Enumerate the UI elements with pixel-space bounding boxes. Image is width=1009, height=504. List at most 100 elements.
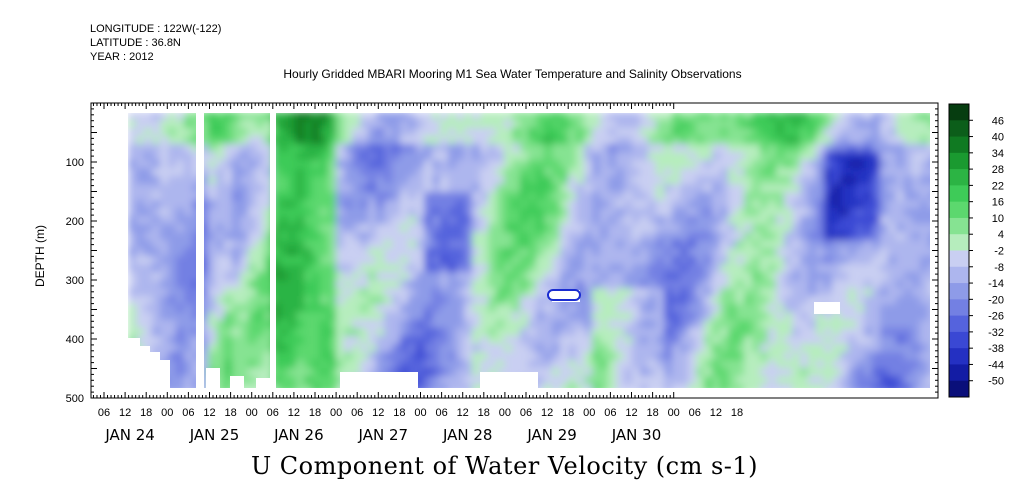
heatmap-cell (848, 136, 857, 145)
heatmap-cell (160, 224, 169, 233)
heatmap-cell (552, 200, 561, 209)
heatmap-cell (896, 176, 905, 185)
heatmap-cell (792, 320, 801, 329)
heatmap-cell (528, 136, 537, 145)
heatmap-cell (448, 264, 457, 273)
heatmap-cell (752, 280, 761, 289)
heatmap-cell (536, 288, 545, 297)
heatmap-cell (672, 184, 681, 193)
heatmap-cell (528, 320, 537, 329)
heatmap-cell (848, 112, 857, 121)
heatmap-cell (304, 240, 313, 249)
heatmap-cell (728, 248, 737, 257)
heatmap-cell (816, 352, 825, 361)
heatmap-cell (160, 144, 169, 153)
heatmap-cell (624, 208, 633, 217)
heatmap-cell (768, 168, 777, 177)
heatmap-cell (544, 176, 553, 185)
heatmap-cell (632, 368, 641, 377)
heatmap-cell (320, 376, 329, 385)
heatmap-cell (600, 304, 609, 313)
heatmap-cell (736, 360, 745, 369)
heatmap-cell (216, 200, 225, 209)
heatmap-cell (328, 304, 337, 313)
heatmap-cell (136, 304, 145, 313)
heatmap-cell (152, 176, 161, 185)
heatmap-cell (880, 336, 889, 345)
heatmap-cell (424, 200, 433, 209)
heatmap-cell (680, 200, 689, 209)
heatmap-cell (256, 224, 265, 233)
colorbar-swatch (949, 234, 969, 251)
heatmap-cell (856, 200, 865, 209)
heatmap-cell (504, 120, 513, 129)
heatmap-cell (848, 224, 857, 233)
heatmap-cell (168, 120, 177, 129)
heatmap-cell (800, 224, 809, 233)
heatmap-cell (288, 360, 297, 369)
heatmap-cell (888, 368, 897, 377)
heatmap-cell (264, 288, 273, 297)
heatmap-cell (856, 320, 865, 329)
heatmap-cell (680, 128, 689, 137)
heatmap-cell (384, 272, 393, 281)
heatmap-cell (840, 272, 849, 281)
heatmap-cell (584, 344, 593, 353)
heatmap-cell (248, 192, 257, 201)
heatmap-cell (552, 256, 561, 265)
heatmap-cell (448, 288, 457, 297)
heatmap-cell (528, 360, 537, 369)
heatmap-cell (680, 280, 689, 289)
heatmap-cell (376, 176, 385, 185)
heatmap-cell (696, 200, 705, 209)
heatmap-cell (816, 128, 825, 137)
heatmap-cell (264, 336, 273, 345)
heatmap-cell (272, 176, 281, 185)
heatmap-cell (320, 120, 329, 129)
heatmap-cell (232, 168, 241, 177)
heatmap-cell (448, 328, 457, 337)
heatmap-cell (624, 192, 633, 201)
heatmap-cell (272, 184, 281, 193)
heatmap-cell (624, 200, 633, 209)
heatmap-cell (600, 328, 609, 337)
heatmap-cell (216, 160, 225, 169)
heatmap-cell (384, 256, 393, 265)
x-hour-tick-label: 12 (457, 407, 469, 419)
heatmap-cell (896, 136, 905, 145)
heatmap-cell (288, 120, 297, 129)
heatmap-cell (920, 168, 929, 177)
heatmap-cell (352, 136, 361, 145)
heatmap-cell (168, 152, 177, 161)
data-gap (256, 378, 270, 388)
heatmap-cell (584, 272, 593, 281)
heatmap-cell (496, 136, 505, 145)
heatmap-cell (560, 168, 569, 177)
heatmap-cell (400, 296, 409, 305)
heatmap-cell (416, 368, 425, 377)
heatmap-cell (880, 304, 889, 313)
heatmap-cell (552, 192, 561, 201)
heatmap-cell (280, 232, 289, 241)
heatmap-cell (576, 152, 585, 161)
heatmap-cell (208, 312, 217, 321)
heatmap-cell (184, 296, 193, 305)
heatmap-cell (128, 296, 137, 305)
heatmap-cell (360, 232, 369, 241)
heatmap-cell (504, 296, 513, 305)
heatmap-cell (704, 184, 713, 193)
heatmap-cell (440, 288, 449, 297)
heatmap-cell (856, 208, 865, 217)
heatmap-cell (184, 352, 193, 361)
colorbar-tick-label: 40 (992, 132, 1004, 144)
heatmap-cell (152, 296, 161, 305)
heatmap-cell (648, 112, 657, 121)
heatmap-cell (368, 144, 377, 153)
heatmap-cell (272, 224, 281, 233)
heatmap-cell (320, 152, 329, 161)
heatmap-cell (360, 344, 369, 353)
heatmap-cell (848, 208, 857, 217)
heatmap-cell (472, 184, 481, 193)
heatmap-cell (608, 272, 617, 281)
heatmap-cell (416, 288, 425, 297)
